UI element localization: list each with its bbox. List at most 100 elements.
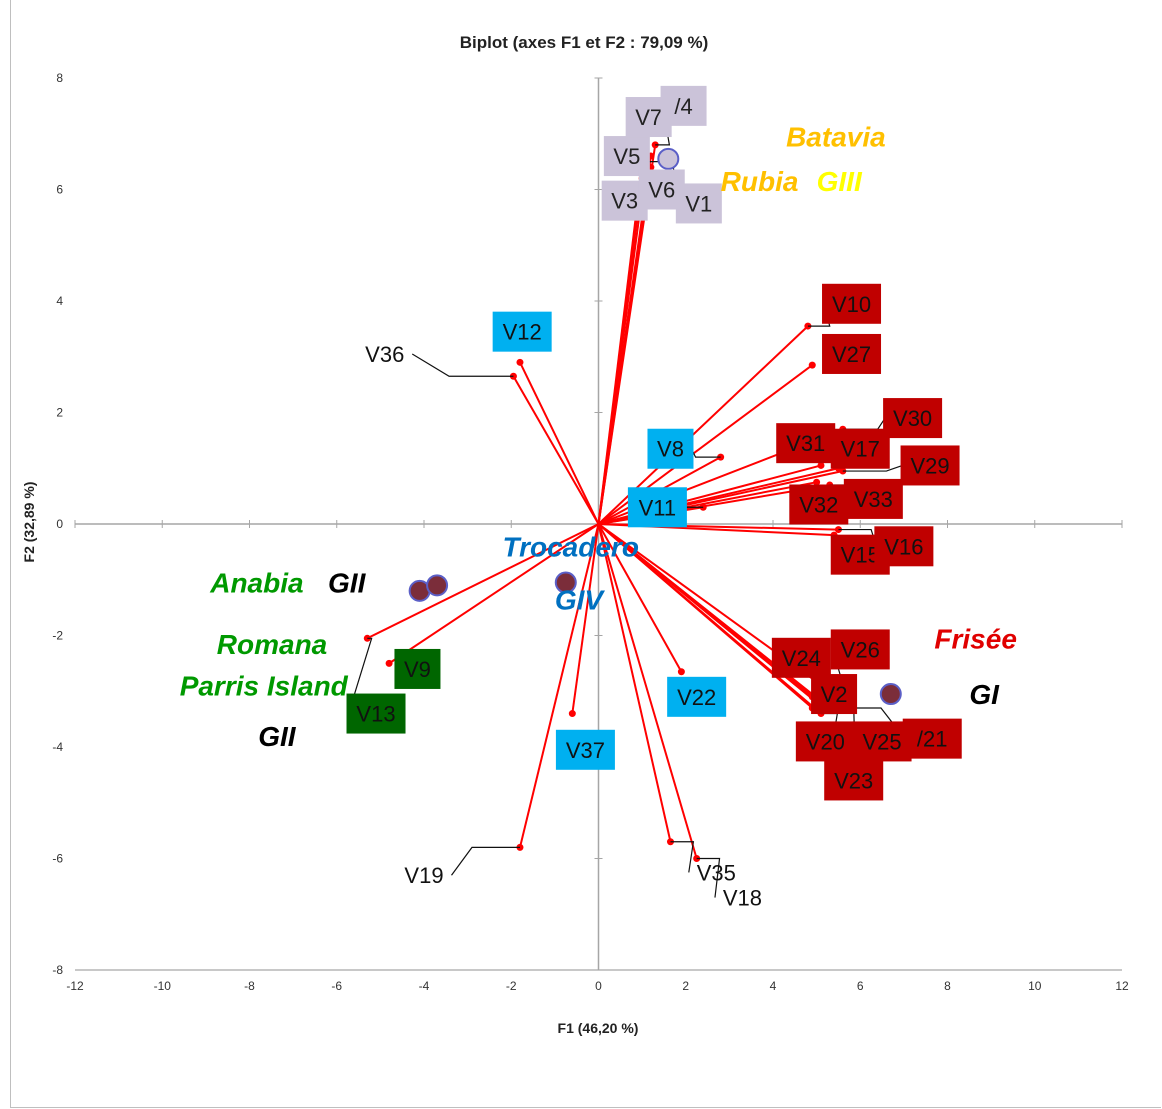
label-box-V31 [776,423,836,464]
y-tick-label: 4 [56,294,63,308]
variable-label-/4: /4 [674,94,692,119]
label-box-V20 [795,721,855,762]
variable-label-V30: V30 [893,406,932,431]
chart-frame [10,0,1161,1108]
group-label-9: GII [328,568,367,599]
x-tick-label: 8 [944,979,951,993]
variable-label-V2: V2 [821,682,848,707]
y-axis-label: F2 (32,89 %) [21,482,37,563]
label-box-V8 [647,428,694,469]
variable-label-V26: V26 [841,637,880,662]
observation-point-3 [554,571,577,594]
y-tick-label: -8 [52,963,63,977]
variable-label-V25: V25 [862,729,901,754]
label-box-V26 [830,629,890,670]
y-tick-label: 2 [56,406,63,420]
label-box-V2 [811,674,858,715]
variable-label-V35: V35 [697,860,736,885]
variable-label-V8: V8 [657,437,684,462]
vector-V9 [388,523,600,665]
group-labels: Batavia Rubia GIII Trocadero GIV Frisée GI Anab… [180,122,1017,752]
label-box-V23 [824,760,884,801]
leader-V35 [670,841,695,873]
group-label-2: Rubia [721,166,799,197]
group-label-11: Parris Island [180,671,349,702]
label-box-V37 [555,729,615,770]
x-tick-label: 10 [1028,979,1042,993]
vector-V12 [519,361,600,525]
leader-V18 [696,857,721,898]
variable-label-V31: V31 [786,431,825,456]
variable-label-/21: /21 [917,727,948,752]
variable-label-V29: V29 [910,453,949,478]
y-tick-label: 8 [56,71,63,85]
variable-label-V22: V22 [677,685,716,710]
x-axis-label: F1 (46,20 %) [558,1020,639,1036]
variable-label-V17: V17 [841,437,880,462]
x-tick-label: 2 [682,979,689,993]
leader-V30 [842,417,886,430]
observation-points [408,147,902,706]
variable-label-V13: V13 [356,702,395,727]
variable-label-V10: V10 [832,292,871,317]
vector-V13 [366,523,599,640]
variable-label-V5: V5 [613,144,640,169]
label-box-V9 [394,648,441,689]
group-label-8: Anabia [209,568,303,599]
label-box-V6 [638,169,685,210]
y-tick-label: 0 [56,517,63,531]
variable-label-V19: V19 [404,863,443,888]
label-box-V33 [843,478,903,519]
variable-label-V24: V24 [782,646,821,671]
tick-labels: -12 -10 -8 -6 -4 -2 0 2 4 6 8 10 12 -8 -6 -4 -2 0 2 4 6 8 [52,71,1129,993]
group-label-5: GIV [555,584,606,615]
vector-tip-V37 [568,710,576,718]
variable-label-V18: V18 [723,886,762,911]
vector-tip-V12 [516,358,524,366]
label-box-V30 [883,398,943,439]
vector-tip-V9 [385,659,393,667]
label-box-V10 [822,283,882,324]
y-tick-label: 6 [56,183,63,197]
group-label-4: Trocadero [503,531,639,562]
x-tick-label: -2 [506,979,517,993]
leader-V29 [842,464,903,472]
x-tick-label: -4 [419,979,430,993]
observation-point-2 [879,683,902,706]
label-box-V16 [874,526,934,567]
variable-label-V7: V7 [635,105,662,130]
vector-tip-V32 [813,478,821,486]
vector-V22 [597,523,683,673]
vector-tip-V31 [817,461,825,469]
y-tick-label: -2 [52,629,63,643]
variable-label-V23: V23 [834,768,873,793]
x-tick-label: -8 [244,979,255,993]
x-tick-label: 0 [595,979,602,993]
variable-label-V1: V1 [685,191,712,216]
label-box-V17 [830,428,890,469]
variable-labels: V1 V3 V5 V6 V7/4 V8 V11 V12 V22 V37 V10 V27 V30 V31 V1… [346,85,962,911]
label-box-V25 [852,721,912,762]
y-tick-label: -4 [52,740,63,754]
x-tick-label: -12 [66,979,84,993]
chart-title: Biplot (axes F1 et F2 : 79,09 %) [460,33,708,52]
label-box-V29 [900,445,960,486]
vector-tip-V27 [808,361,816,369]
leader-V19 [451,846,520,876]
label-box-/21 [902,718,962,759]
group-label-3: GIII [817,166,863,197]
vector-V19 [519,523,600,848]
x-tick-label: 4 [770,979,777,993]
vector-V37 [571,523,600,714]
vector-V18 [597,523,698,859]
variable-label-V3: V3 [611,189,638,214]
variable-label-V20: V20 [806,729,845,754]
leader-V13 [347,637,373,714]
x-tick-label: 12 [1115,979,1129,993]
observation-point-5 [426,574,449,597]
variable-label-V32: V32 [799,492,838,517]
variable-label-V6: V6 [648,178,675,203]
group-label-10: Romana [217,629,327,660]
label-box-V12 [492,311,552,352]
